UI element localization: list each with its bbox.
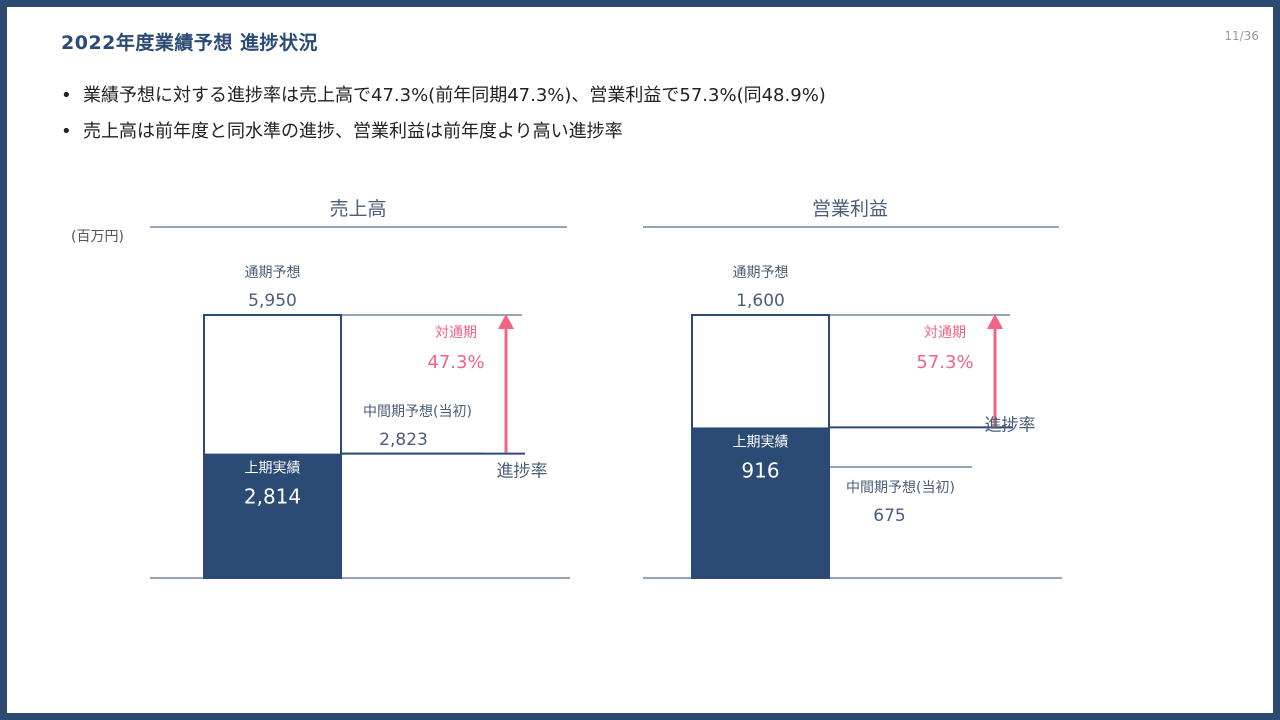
progress-arrow-head [987, 314, 1003, 329]
actual-value: 2,814 [244, 485, 301, 509]
progress-arrow-head [498, 314, 514, 329]
interim-label: 中間期予想(当初) [846, 479, 955, 496]
interim-value: 2,823 [379, 430, 428, 450]
rate-label: 対通期 [924, 325, 966, 341]
forecast-value: 1,600 [736, 291, 785, 311]
rate-value: 47.3% [427, 352, 484, 373]
actual-bar [204, 453, 341, 578]
actual-label: 上期実績 [733, 434, 789, 450]
forecast-label: 通期予想 [733, 265, 789, 281]
forecast-label: 通期予想 [245, 265, 301, 281]
bullet-item: • 業績予想に対する進捗率は売上高で47.3%(前年同期47.3%)、営業利益で5… [61, 85, 826, 106]
interim-label: 中間期予想(当初) [363, 403, 472, 420]
forecast-value: 5,950 [248, 291, 297, 311]
interim-value: 675 [873, 506, 905, 526]
chart-title: 売上高 [329, 198, 386, 220]
page-title: 2022年度業績予想 進捗状況 [61, 32, 318, 54]
rate-label: 対通期 [435, 325, 477, 341]
actual-bar [692, 427, 829, 578]
page-number: 11/36 [1224, 29, 1259, 43]
unit-label: (百万円) [71, 229, 124, 245]
bullet-text: 売上高は前年度と同水準の進捗、営業利益は前年度より高い進捗率 [83, 121, 623, 142]
rate-value: 57.3% [916, 352, 973, 373]
actual-value: 916 [741, 458, 779, 482]
summary-bullets: • 業績予想に対する進捗率は売上高で47.3%(前年同期47.3%)、営業利益で5… [61, 83, 826, 155]
bullet-text: 業績予想に対する進捗率は売上高で47.3%(前年同期47.3%)、営業利益で57… [83, 85, 826, 106]
progress-label: 進捗率 [985, 415, 1036, 435]
progress-label: 進捗率 [497, 462, 548, 482]
bullet-item: • 売上高は前年度と同水準の進捗、営業利益は前年度より高い進捗率 [61, 121, 623, 142]
actual-label: 上期実績 [245, 461, 301, 477]
chart-title: 営業利益 [812, 198, 888, 220]
